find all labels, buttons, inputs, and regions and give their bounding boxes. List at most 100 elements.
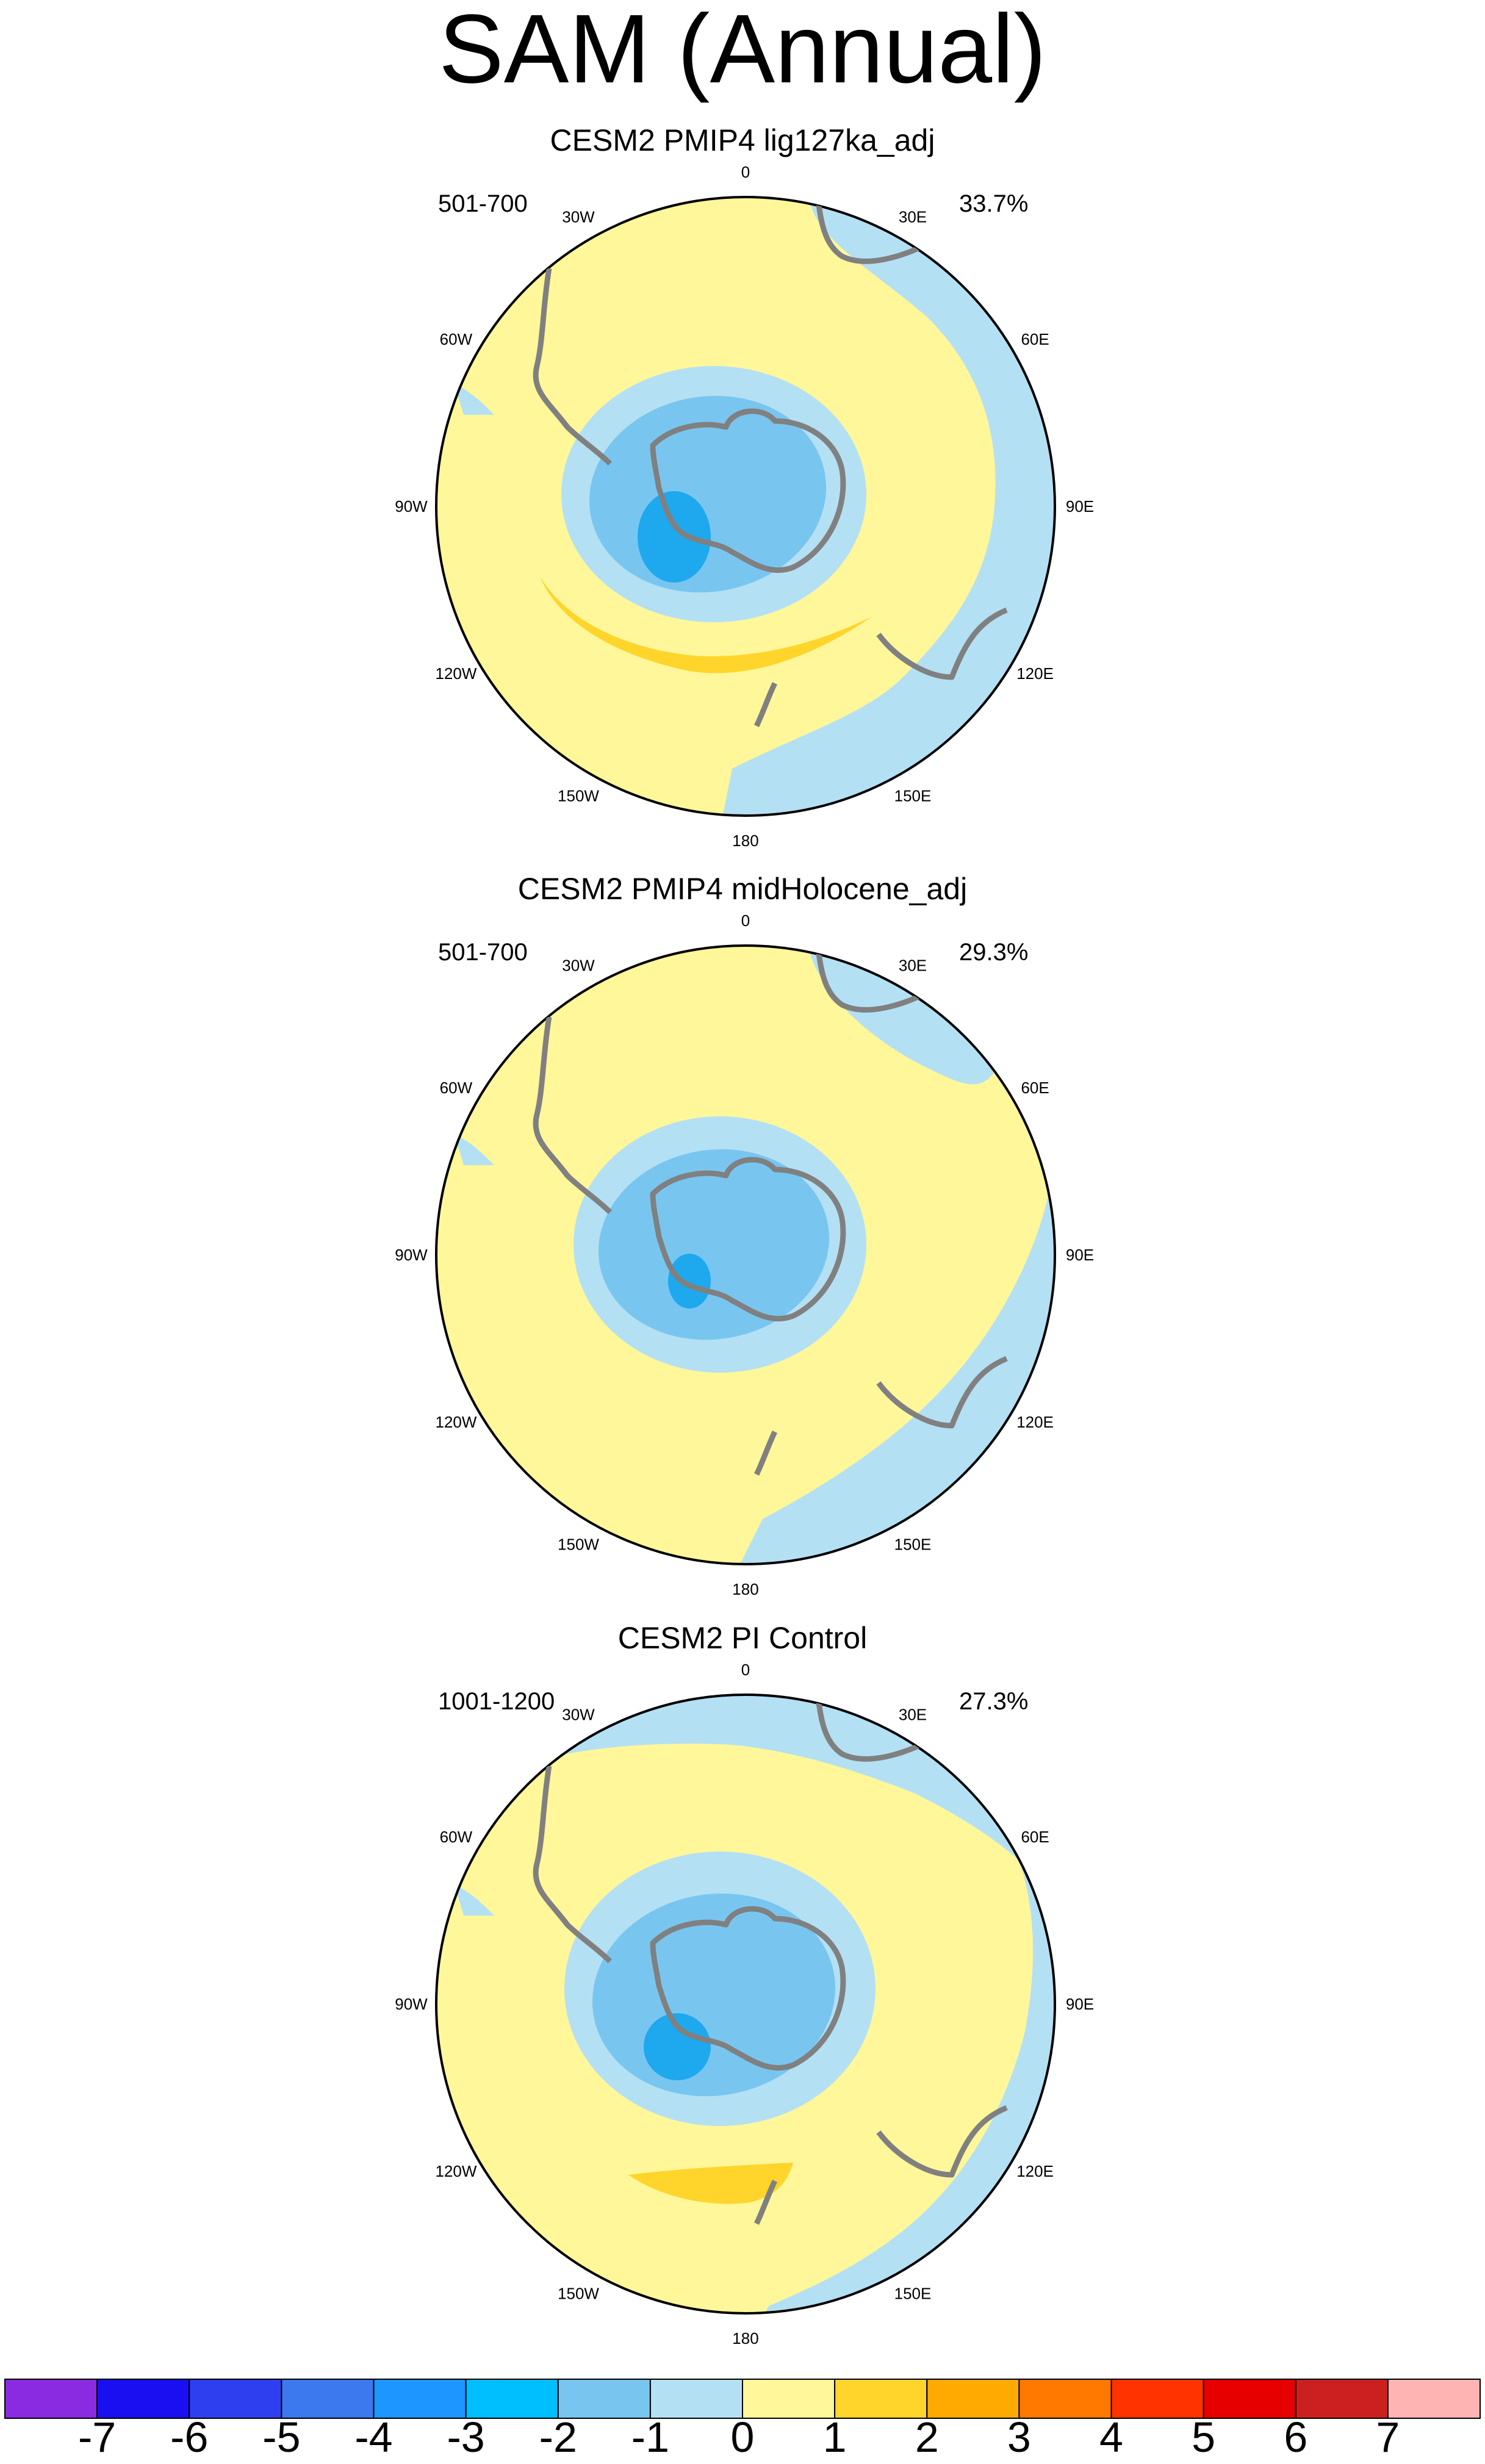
longitude-label: 180 [732, 832, 758, 850]
colorbar-boxes [4, 2379, 1481, 2419]
longitude-label: 30W [562, 956, 595, 974]
colorbar-box [281, 2379, 375, 2419]
longitude-label: 60E [1021, 1828, 1049, 1846]
new-zealand-coastline [753, 681, 778, 728]
australia-coastline [876, 2105, 1008, 2178]
africa-coastline [814, 946, 929, 1013]
colorbar-label: -4 [354, 2413, 393, 2461]
panel-title: CESM2 PMIP4 lig127ka_adj [550, 123, 935, 157]
map-border [435, 944, 1056, 1565]
colorbar-label: -7 [77, 2413, 117, 2461]
colorbar-label: -1 [631, 2413, 670, 2461]
colorbar-box [4, 2379, 98, 2419]
australia-coastline [876, 607, 1008, 680]
longitude-label: 60E [1021, 1079, 1049, 1097]
negative-region [598, 1149, 830, 1340]
longitude-label: 60W [440, 1828, 473, 1846]
south-america-coastline [533, 1016, 613, 1215]
longitude-label: 150W [558, 2285, 599, 2303]
map-lig127ka [436, 197, 1055, 816]
longitude-label: 120W [435, 2162, 476, 2180]
positive-region [540, 576, 872, 673]
colorbar-label: -5 [262, 2413, 301, 2461]
colorbar-box [465, 2379, 559, 2419]
colorbar-box [557, 2379, 651, 2419]
page-title: SAM (Annual) [439, 0, 1046, 103]
colorbar-label: 1 [822, 2413, 847, 2461]
longitude-label: 0 [741, 163, 750, 181]
colorbar-label: 5 [1192, 2413, 1216, 2461]
longitude-label: 180 [732, 1580, 758, 1598]
longitude-labels: 0 30E 60E 90E 120E 150E 180 150W 120W 90W 60W 30W 0 3… [395, 163, 1094, 2347]
colorbar-label: 3 [1007, 2413, 1031, 2461]
panel-years: 1001-1200 [438, 1688, 555, 1715]
longitude-label: 150E [894, 2285, 932, 2303]
longitude-label: 60W [440, 330, 473, 348]
longitude-label: 120W [435, 1413, 476, 1431]
colorbar-box [926, 2379, 1020, 2419]
longitude-label: 150W [558, 787, 599, 805]
longitude-label: 90W [395, 1246, 428, 1264]
longitude-label: 30W [562, 207, 595, 226]
panel-title: CESM2 PI Control [617, 1621, 868, 1655]
panel-variance: 27.3% [959, 1688, 1029, 1715]
negative-region [455, 1885, 494, 1916]
longitude-label: 30E [899, 956, 927, 974]
south-america-coastline [533, 268, 613, 466]
longitude-label: 120W [435, 664, 476, 683]
colorbar-box [96, 2379, 190, 2419]
colorbar-box [373, 2379, 467, 2419]
panel-variance: 33.7% [959, 190, 1029, 217]
longitude-label: 0 [741, 1661, 750, 1679]
negative-region [455, 1135, 494, 1165]
negative-region [455, 384, 494, 415]
longitude-label: 150E [894, 787, 932, 805]
longitude-label: 90W [395, 497, 428, 515]
africa-coastline [814, 197, 929, 264]
colorbar-box [834, 2379, 928, 2419]
colorbar-box [1110, 2379, 1204, 2419]
colorbar-box [1203, 2379, 1296, 2419]
panel-title: CESM2 PMIP4 midHolocene_adj [517, 872, 968, 906]
longitude-label: 0 [741, 911, 750, 930]
longitude-label: 60E [1021, 330, 1049, 348]
negative-region [720, 197, 1055, 816]
map-border [435, 1694, 1056, 2315]
coastline [533, 197, 1008, 728]
negative-region [638, 491, 711, 583]
longitude-label: 30W [562, 1705, 595, 1723]
colorbar-label: 4 [1099, 2413, 1123, 2461]
colorbar-label: -3 [447, 2413, 485, 2461]
longitude-label: 90W [395, 1995, 428, 2013]
map-border [435, 196, 1056, 817]
colorbar [4, 2379, 1481, 2419]
africa-coastline [814, 1695, 929, 1762]
longitude-label: 120E [1016, 664, 1054, 683]
colorbar-box [1387, 2379, 1481, 2419]
new-zealand-coastline [753, 2179, 778, 2225]
new-zealand-coastline [753, 1430, 778, 1476]
longitude-label: 90E [1066, 1995, 1094, 2013]
colorbar-label: 2 [915, 2413, 939, 2461]
colorbar-box [1295, 2379, 1389, 2419]
longitude-label: 90E [1066, 1246, 1094, 1264]
map-midholocene [436, 946, 1055, 1564]
polar-maps: 0 30E 60E 90E 120E 150E 180 150W 120W 90W 60W 30W 0 3… [395, 163, 1094, 2347]
panel-variance: 29.3% [959, 939, 1029, 966]
colorbar-label: 7 [1376, 2413, 1400, 2461]
colorbar-box [1018, 2379, 1112, 2419]
longitude-label: 150E [894, 1536, 932, 1554]
antarctica-coastline [650, 1157, 846, 1322]
antarctica-coastline [650, 1906, 846, 2071]
map-pi-control [436, 1695, 1055, 2313]
longitude-label: 180 [732, 2329, 758, 2347]
negative-region [668, 1254, 711, 1309]
south-america-coastline [533, 1765, 613, 1964]
colorbar-label: -2 [539, 2413, 577, 2461]
longitude-label: 60W [440, 1079, 473, 1097]
longitude-label: 120E [1016, 1413, 1054, 1431]
colorbar-box [742, 2379, 836, 2419]
longitude-label: 30E [899, 1705, 927, 1723]
colorbar-label: 6 [1284, 2413, 1308, 2461]
longitude-label: 120E [1016, 2162, 1054, 2180]
